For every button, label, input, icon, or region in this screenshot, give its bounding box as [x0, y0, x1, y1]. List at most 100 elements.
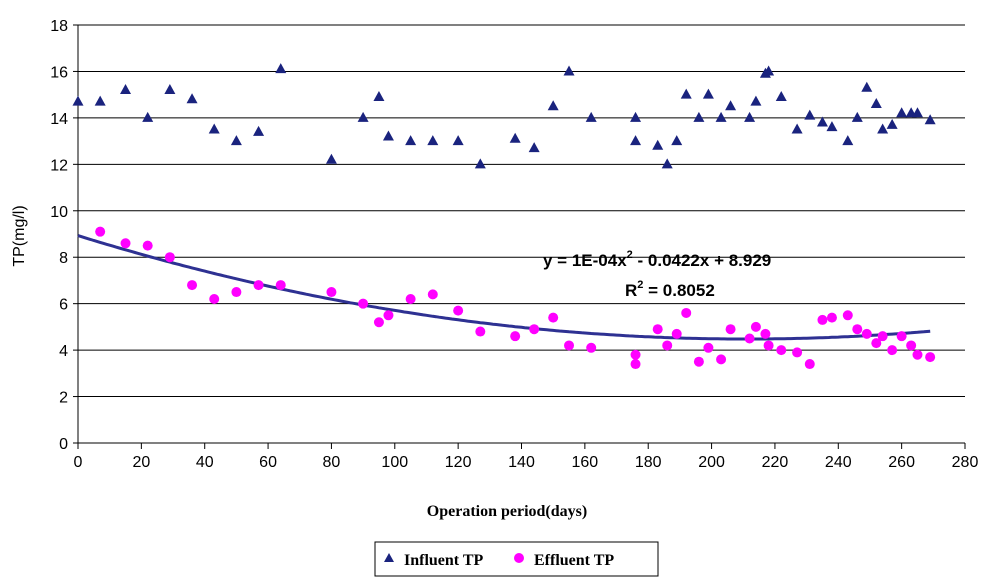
effluent-tp-point: [209, 294, 220, 305]
effluent-tp-point: [427, 289, 438, 300]
x-tick-label: 220: [762, 454, 789, 471]
effluent-tp-point: [164, 252, 175, 263]
effluent-tp-point: [906, 340, 917, 351]
x-tick-label: 80: [323, 454, 341, 471]
influent-tp-point: [208, 123, 220, 134]
effluent-tp-point: [453, 305, 464, 316]
y-tick-label: 18: [50, 18, 68, 35]
x-tick-labels: 0 20 40 60 80 100 120 140 160 180 200 220 240 260 280: [74, 454, 979, 471]
influent-tp-point: [842, 135, 854, 146]
effluent-tp-point: [373, 317, 384, 328]
effluent-tp-point: [564, 340, 575, 351]
y-tick-labels: 0 2 4 6 8 10 12 14 16 18: [50, 18, 68, 453]
effluent-tp-point: [760, 328, 771, 339]
y-tick-label: 8: [59, 250, 68, 267]
x-tick-label: 100: [381, 454, 408, 471]
influent-tp-point: [563, 65, 575, 76]
influent-tp-point: [630, 135, 642, 146]
x-tick-label: 200: [698, 454, 725, 471]
effluent-tp-point: [861, 328, 872, 339]
influent-tp-point: [186, 93, 198, 104]
effluent-tp-point: [662, 340, 673, 351]
effluent-tp-point: [804, 359, 815, 370]
effluent-tp-point: [142, 240, 153, 251]
x-axis-label: Operation period(days): [427, 503, 587, 520]
influent-tp-point: [142, 111, 154, 122]
x-tick-label: 20: [132, 454, 150, 471]
influent-tp-point: [474, 158, 486, 169]
effluent-tp-point: [120, 238, 131, 249]
trendline-layer: [77, 234, 931, 341]
y-tick-label: 14: [50, 111, 68, 128]
influent-tp-point: [120, 84, 132, 95]
y-axis-label: TP(mg/l): [11, 205, 28, 266]
influent-tp-point: [680, 88, 692, 99]
effluent-tp-point: [716, 354, 727, 365]
influent-tp-point: [886, 118, 898, 129]
legend-box: [374, 541, 659, 577]
effluent-tp-point: [95, 226, 106, 237]
influent-tp-point: [804, 109, 816, 120]
r-squared-label: R2 = 0.8052: [625, 279, 715, 300]
y-tick-label: 2: [59, 390, 68, 407]
influent-tp-point: [164, 84, 176, 95]
influent-tp-point: [509, 132, 521, 143]
legend: Influent TP Effluent TP: [374, 541, 659, 577]
effluent-tp-point: [630, 359, 641, 370]
y-tick-label: 10: [50, 204, 68, 221]
influent-tp-point: [652, 139, 664, 150]
influent-tp-point: [94, 95, 106, 106]
influent-tp-point: [547, 100, 559, 111]
x-tick-label: 280: [952, 454, 979, 471]
x-tick-label: 60: [259, 454, 277, 471]
effluent-tp-point: [652, 324, 663, 335]
y-tick-label: 16: [50, 64, 68, 81]
y-tick-label: 0: [59, 436, 68, 453]
effluent-tp-point: [725, 324, 736, 335]
influent-tp-point: [693, 111, 705, 122]
effluent-tp-point: [703, 342, 714, 353]
effluent-tp-point: [548, 312, 559, 323]
effluent-tp-point: [896, 331, 907, 342]
effluent-tp-point: [681, 307, 692, 318]
effluent-tp-point: [231, 287, 242, 298]
effluent-tp-point: [693, 356, 704, 367]
effluent-tp-point: [326, 287, 337, 298]
effluent-tp-point: [187, 280, 198, 291]
effluent-tp-point: [887, 345, 898, 356]
influent-tp-point: [253, 125, 265, 136]
effluent-tp-point: [529, 324, 540, 335]
effluent-tp-point: [817, 314, 828, 325]
y-tick-label: 12: [50, 157, 68, 174]
influent-tp-point: [911, 107, 923, 118]
x-tick-label: 120: [445, 454, 472, 471]
effluent-tp-point: [744, 333, 755, 344]
influent-tp-point: [870, 97, 882, 108]
x-tick-label: 40: [196, 454, 214, 471]
influent-tp-point: [750, 95, 762, 106]
influent-tp-point: [427, 135, 439, 146]
gridlines: [78, 24, 965, 398]
effluent-tp-point: [275, 280, 286, 291]
effluent-tp-point: [510, 331, 521, 342]
legend-influent-marker: [384, 553, 394, 562]
influent-tp-point: [405, 135, 417, 146]
influent-tp-point: [715, 111, 727, 122]
legend-effluent-marker: [514, 553, 524, 563]
effluent-tp-point: [475, 326, 486, 337]
effluent-tp-point: [842, 310, 853, 321]
effluent-tp-point: [630, 349, 641, 360]
influent-tp-point: [924, 114, 936, 125]
effluent-tp-point: [792, 347, 803, 358]
influent-tp-point: [816, 116, 828, 127]
influent-tp-point: [877, 123, 889, 134]
influent-tp-point: [775, 90, 787, 101]
x-tick-label: 140: [508, 454, 535, 471]
effluent-tp-point: [877, 331, 888, 342]
influent-tp-point: [896, 107, 908, 118]
axes: [73, 24, 966, 449]
x-tick-label: 180: [635, 454, 662, 471]
effluent-tp-point: [253, 280, 264, 291]
influent-tp-point: [702, 88, 714, 99]
effluent-tp-point: [871, 338, 882, 349]
